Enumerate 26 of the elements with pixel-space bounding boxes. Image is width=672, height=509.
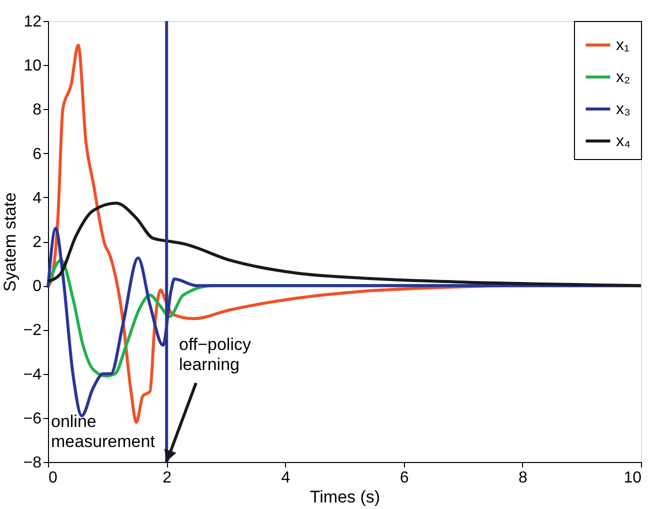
y-tick-label: −6 [23, 410, 42, 428]
x-tick-label: 10 [624, 470, 642, 486]
annotation: online measurement [51, 412, 156, 451]
y-tick-label: 12 [24, 14, 42, 30]
legend-label: x₂ [616, 69, 630, 86]
x-axis-title: Times (s) [310, 488, 380, 506]
x-tick-label: 0 [48, 470, 58, 486]
y-tick-label: 10 [24, 58, 42, 75]
line-series [46, 202, 642, 288]
y-tick-label: −8 [23, 454, 42, 472]
x-tick-label: 8 [518, 470, 528, 486]
y-tick-label: 6 [32, 146, 42, 163]
legend-label: x₁ [616, 37, 630, 54]
y-tick-label: 8 [32, 102, 42, 119]
x-tick-label: 6 [400, 470, 409, 486]
x-tick-label: 2 [162, 470, 172, 486]
y-tick-label: −4 [23, 366, 42, 384]
x-tick-label: 4 [281, 470, 290, 486]
legend-label: x₄ [616, 133, 631, 150]
annotation: off−policy learning [179, 335, 252, 374]
y-tick-label: 0 [32, 278, 42, 296]
y-axis-title: Syatem state [0, 192, 20, 292]
y-tick-label: 4 [32, 190, 42, 207]
y-tick-label: −2 [23, 322, 42, 340]
legend-label: x₃ [616, 101, 631, 118]
y-tick-label: 2 [32, 234, 42, 251]
